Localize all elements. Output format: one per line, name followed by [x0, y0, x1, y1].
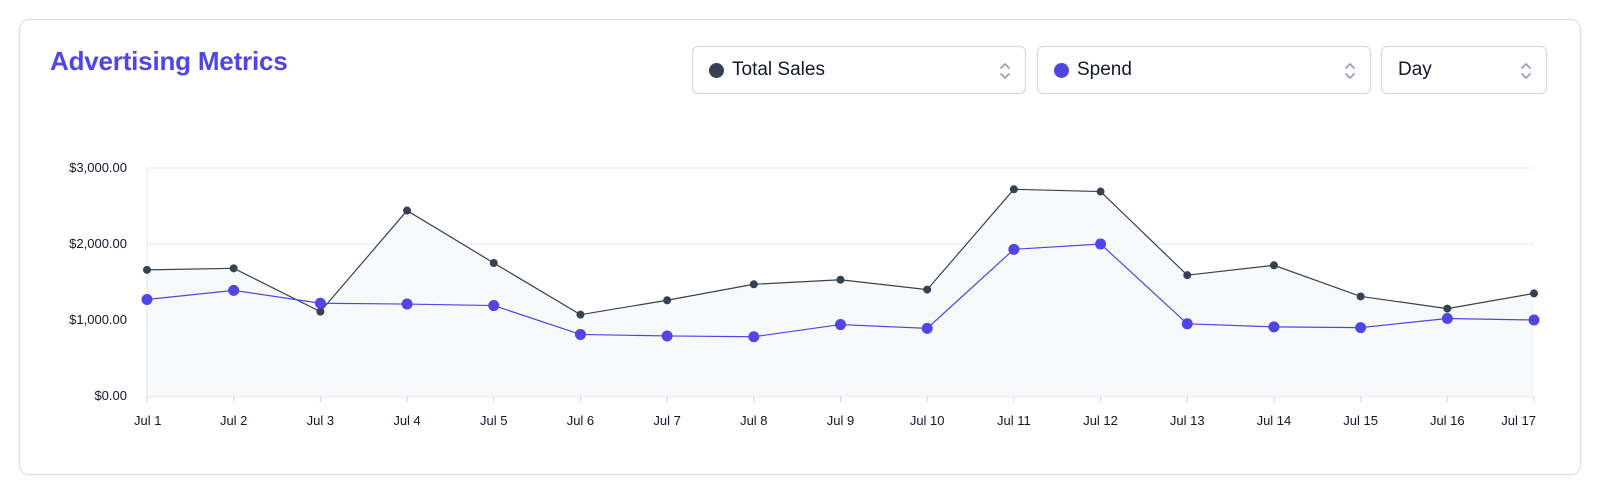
chevron-up-down-icon — [1345, 63, 1355, 79]
data-point — [1528, 314, 1540, 326]
x-tick-label: Jul 16 — [1430, 413, 1465, 428]
data-point — [835, 319, 846, 331]
data-point — [1009, 185, 1018, 194]
data-point — [143, 265, 151, 274]
page-title: Advertising Metrics — [50, 46, 288, 76]
metrics-card — [19, 19, 1581, 475]
y-tick-label: $1,000.00 — [69, 312, 127, 327]
y-tick-label: $2,000.00 — [69, 236, 127, 251]
series-color-dot — [709, 62, 724, 78]
area-fill — [147, 189, 1534, 396]
data-point — [314, 297, 326, 309]
data-point — [1356, 292, 1365, 301]
data-point — [749, 280, 758, 289]
period-select[interactable]: Day — [1381, 46, 1547, 94]
metric-select-label: Spend — [1077, 59, 1132, 80]
data-point — [574, 328, 586, 340]
x-tick-label: Jul 4 — [393, 413, 420, 428]
x-tick-label: Jul 13 — [1170, 413, 1205, 428]
data-point — [1530, 289, 1538, 298]
data-point — [921, 322, 933, 334]
x-tick-label: Jul 14 — [1257, 413, 1292, 428]
data-point — [923, 285, 932, 294]
x-tick-label: Jul 9 — [827, 413, 854, 428]
x-tick-label: Jul 2 — [220, 413, 247, 428]
y-tick-label: $0.00 — [94, 388, 127, 403]
x-tick-label: Jul 7 — [653, 413, 680, 428]
metric-select-total-sales[interactable]: Total Sales — [692, 46, 1026, 94]
data-point — [748, 331, 760, 343]
data-point — [1441, 312, 1453, 324]
x-tick-label: Jul 1 — [134, 413, 161, 428]
data-point — [1096, 187, 1105, 196]
data-point — [229, 264, 238, 273]
x-tick-label: Jul 10 — [910, 413, 945, 428]
data-point — [1443, 304, 1452, 313]
data-point — [1269, 261, 1278, 270]
x-tick-label: Jul 11 — [997, 413, 1031, 428]
data-point — [663, 296, 672, 305]
metric-select-spend[interactable]: Spend — [1037, 46, 1371, 94]
data-point — [1183, 271, 1192, 280]
y-tick-label: $3,000.00 — [69, 160, 127, 175]
data-point — [488, 300, 500, 312]
x-tick-label: Jul 12 — [1083, 413, 1118, 428]
data-point — [1355, 322, 1367, 334]
data-point — [316, 307, 325, 316]
x-tick-label: Jul 15 — [1343, 413, 1378, 428]
x-tick-label: Jul 17 — [1501, 413, 1536, 428]
data-point — [403, 206, 412, 215]
x-tick-label: Jul 6 — [567, 413, 594, 428]
x-tick-label: Jul 3 — [307, 413, 334, 428]
data-point — [489, 259, 498, 267]
data-point — [228, 284, 240, 296]
data-point — [1268, 321, 1280, 333]
x-tick-label: Jul 5 — [480, 413, 507, 428]
period-select-label: Day — [1398, 59, 1432, 80]
data-point — [576, 310, 585, 319]
chevron-up-down-icon — [1000, 63, 1010, 79]
data-point — [1095, 238, 1107, 250]
series-color-dot — [1054, 62, 1069, 78]
data-point — [141, 293, 153, 305]
data-point — [1008, 243, 1020, 255]
data-point — [401, 298, 413, 310]
metric-select-label: Total Sales — [732, 59, 825, 80]
chevron-up-down-icon — [1521, 63, 1531, 79]
data-point — [1181, 318, 1193, 330]
data-point — [836, 275, 845, 284]
x-tick-label: Jul 8 — [740, 413, 767, 428]
data-point — [661, 330, 673, 342]
